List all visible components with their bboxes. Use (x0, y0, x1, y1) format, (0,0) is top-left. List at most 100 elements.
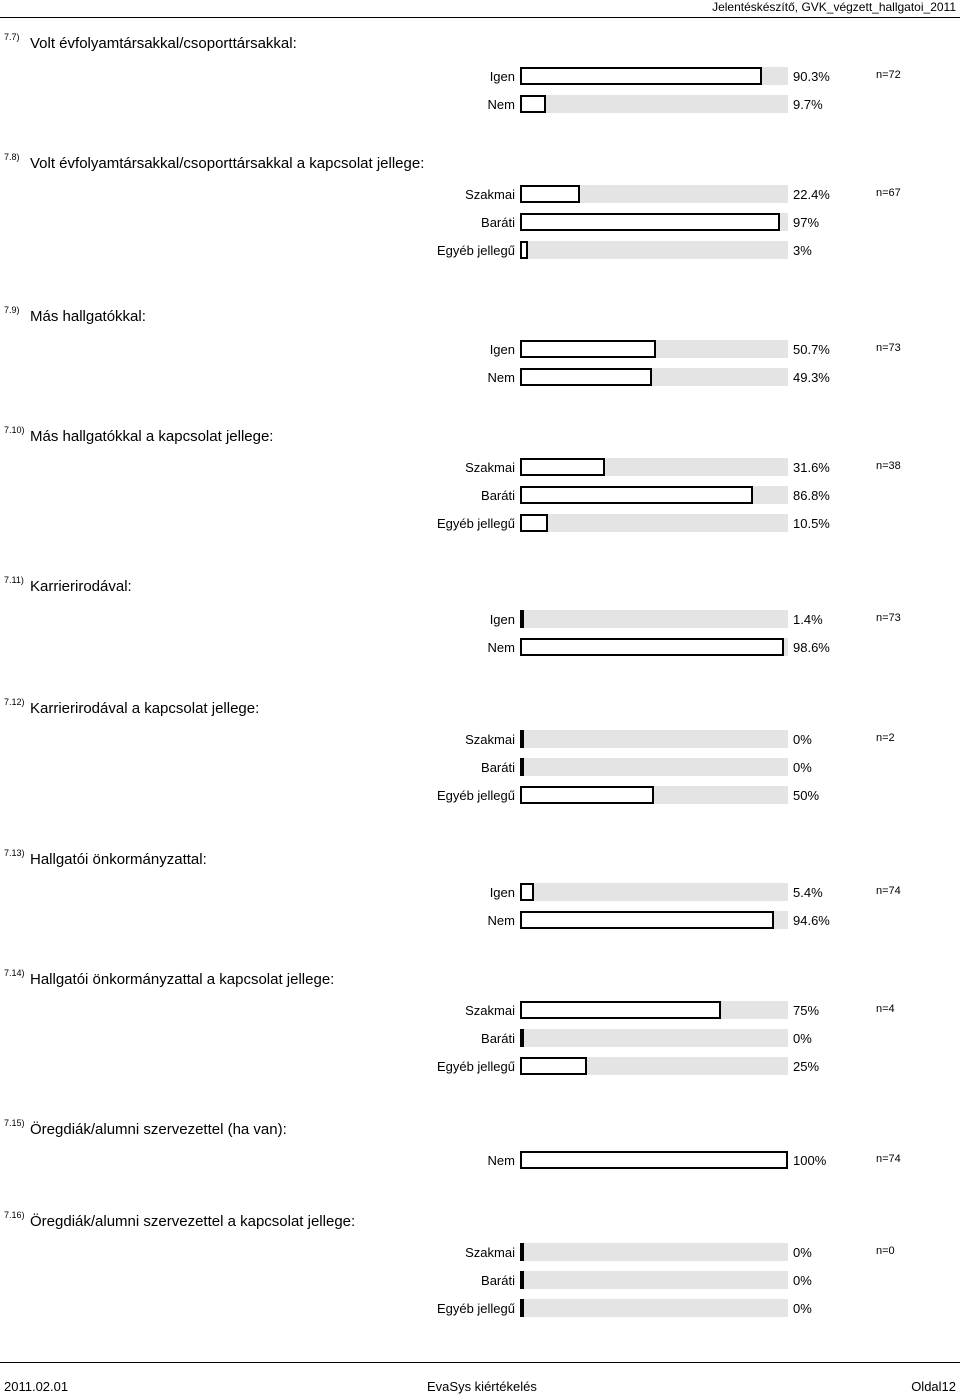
answer-label: Baráti (481, 1273, 515, 1288)
footer-center: EvaSys kiértékelés (427, 1379, 537, 1394)
bar-track (520, 1271, 788, 1289)
answer-label: Szakmai (465, 460, 515, 475)
answer-row: Baráti 0% (0, 758, 960, 778)
question-number: 7.8) (4, 152, 20, 162)
sample-size: n=74 (876, 1153, 901, 1165)
answer-row: Igen 1.4% n=73 (0, 610, 960, 630)
bar-track (520, 241, 788, 259)
answer-percent: 86.8% (793, 488, 830, 503)
header-divider (0, 17, 960, 18)
answer-label: Igen (489, 69, 515, 84)
bar-fill (520, 786, 654, 804)
answer-percent: 9.7% (793, 97, 823, 112)
bar-fill (520, 1151, 788, 1169)
bar-fill (520, 368, 652, 386)
question-number: 7.9) (4, 305, 20, 315)
bar-track (520, 458, 788, 476)
bar-fill (520, 638, 784, 656)
answer-row: Nem 100% n=74 (0, 1151, 960, 1171)
bar-fill (520, 213, 780, 231)
bar-track (520, 368, 788, 386)
sample-size: n=74 (876, 885, 901, 897)
answer-percent: 0% (793, 760, 812, 775)
question-title: Más hallgatókkal: (30, 308, 146, 325)
sample-size: n=73 (876, 342, 901, 354)
question-title: Öregdiák/alumni szervezettel (ha van): (30, 1121, 287, 1138)
answer-row: Baráti 0% (0, 1271, 960, 1291)
answer-percent: 31.6% (793, 460, 830, 475)
answer-row: Szakmai 0% n=0 (0, 1243, 960, 1263)
answer-percent: 100% (793, 1153, 827, 1168)
footer-date: 2011.02.01 (4, 1379, 69, 1394)
footer-page: Oldal12 (911, 1379, 956, 1394)
bar-track (520, 730, 788, 748)
answer-row: Igen 50.7% n=73 (0, 340, 960, 360)
answer-percent: 1.4% (793, 612, 823, 627)
answer-percent: 50% (793, 788, 820, 803)
answer-label: Szakmai (465, 732, 515, 747)
answer-row: Nem 49.3% (0, 368, 960, 388)
answer-row: Szakmai 31.6% n=38 (0, 458, 960, 478)
footer-divider (0, 1362, 960, 1363)
answer-row: Baráti 97% (0, 213, 960, 233)
answer-label: Baráti (481, 215, 515, 230)
answer-percent: 0% (793, 732, 812, 747)
question-title: Karrierirodával a kapcsolat jellege: (30, 700, 260, 717)
bar-fill (520, 730, 524, 748)
question-title: Karrierirodával: (30, 578, 132, 595)
answer-percent: 94.6% (793, 913, 830, 928)
answer-label: Szakmai (465, 1245, 515, 1260)
question-number: 7.14) (4, 968, 25, 978)
answer-label: Nem (487, 370, 515, 385)
bar-fill (520, 514, 548, 532)
bar-track (520, 758, 788, 776)
answer-percent: 75% (793, 1003, 820, 1018)
bar-fill (520, 185, 580, 203)
bar-fill (520, 758, 524, 776)
bar-track (520, 95, 788, 113)
answer-row: Egyéb jellegű 3% (0, 241, 960, 261)
answer-percent: 49.3% (793, 370, 830, 385)
bar-fill (520, 911, 774, 929)
bar-track (520, 610, 788, 628)
question-number: 7.11) (4, 575, 24, 585)
bar-track (520, 340, 788, 358)
bar-fill (520, 1299, 524, 1317)
answer-label: Egyéb jellegű (436, 1059, 515, 1074)
answer-row: Egyéb jellegű 0% (0, 1299, 960, 1319)
answer-label: Egyéb jellegű (436, 516, 515, 531)
answer-row: Szakmai 22.4% n=67 (0, 185, 960, 205)
answer-label: Szakmai (465, 1003, 515, 1018)
answer-label: Igen (489, 885, 515, 900)
answer-row: Igen 5.4% n=74 (0, 883, 960, 903)
answer-row: Szakmai 0% n=2 (0, 730, 960, 750)
answer-label: Baráti (481, 760, 515, 775)
question-number: 7.12) (4, 697, 25, 707)
bar-fill (520, 883, 534, 901)
answer-label: Nem (487, 640, 515, 655)
bar-track (520, 911, 788, 929)
bar-fill (520, 1271, 524, 1289)
answer-percent: 50.7% (793, 342, 830, 357)
answer-row: Szakmai 75% n=4 (0, 1001, 960, 1021)
question-title: Hallgatói önkormányzattal: (30, 851, 207, 868)
answer-label: Egyéb jellegű (436, 1301, 515, 1316)
answer-row: Egyéb jellegű 10.5% (0, 514, 960, 534)
bar-track (520, 1001, 788, 1019)
question-number: 7.16) (4, 1210, 25, 1220)
sample-size: n=2 (876, 732, 895, 744)
bar-track (520, 883, 788, 901)
bar-fill (520, 340, 656, 358)
question-number: 7.15) (4, 1118, 25, 1128)
answer-percent: 98.6% (793, 640, 830, 655)
answer-percent: 5.4% (793, 885, 823, 900)
report-title: Jelentéskészítő, GVK_végzett_hallgatoi_2… (712, 0, 956, 14)
bar-track (520, 67, 788, 85)
sample-size: n=72 (876, 69, 901, 81)
bar-track (520, 1057, 788, 1075)
bar-fill (520, 610, 524, 628)
question-number: 7.7) (4, 32, 20, 42)
answer-row: Nem 98.6% (0, 638, 960, 658)
sample-size: n=0 (876, 1245, 895, 1257)
answer-label: Igen (489, 342, 515, 357)
